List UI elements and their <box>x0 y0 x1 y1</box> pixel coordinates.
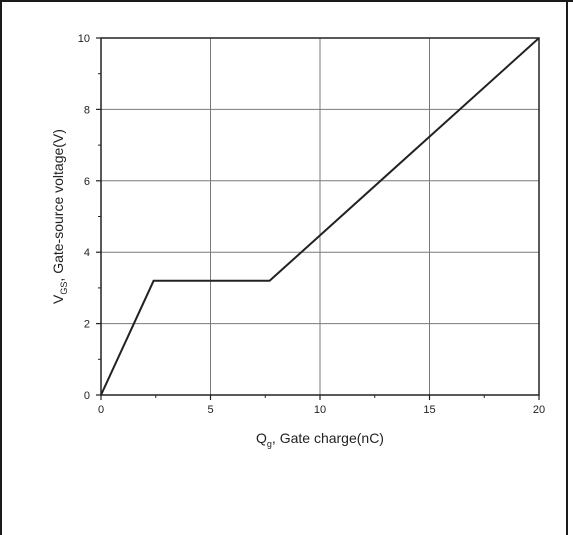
plot-area-border <box>100 37 540 396</box>
y-tick-label-4: 4 <box>84 247 90 259</box>
x-axis-title-subscript: g <box>267 439 272 449</box>
x-tick-label-10: 10 <box>314 404 326 416</box>
x-axis-title: Qg, Gate charge(nC) <box>256 430 384 449</box>
x-axis-title-rest: , Gate charge(nC) <box>272 430 384 446</box>
frame-border-right <box>566 0 568 535</box>
x-tick-label-15: 15 <box>423 404 435 416</box>
x-tick-label-5: 5 <box>207 404 213 416</box>
vgs-qg-series-line <box>100 37 540 396</box>
frame-border-top <box>0 0 573 2</box>
y-axis-title-main: V <box>50 294 66 304</box>
grid-layer <box>101 38 539 395</box>
minor-ticks-layer <box>96 37 540 400</box>
y-tick-label-10: 10 <box>78 33 90 45</box>
y-axis-title: VGS, Gate-source voltage(V) <box>50 129 69 304</box>
y-tick-label-6: 6 <box>84 176 90 188</box>
y-tick-label-2: 2 <box>84 319 90 331</box>
y-axis-title-subscript: GS <box>59 282 69 295</box>
x-tick-label-0: 0 <box>98 404 104 416</box>
frame-border-left <box>0 0 2 535</box>
y-tick-label-8: 8 <box>84 104 90 116</box>
x-tick-label-20: 20 <box>533 404 545 416</box>
y-axis-title-rest: , Gate-source voltage(V) <box>50 129 66 282</box>
tick-labels-layer: 0 5 10 15 20 0 2 4 6 8 10 <box>78 33 545 416</box>
y-tick-label-0: 0 <box>84 390 90 402</box>
x-axis-title-main: Q <box>256 430 267 446</box>
